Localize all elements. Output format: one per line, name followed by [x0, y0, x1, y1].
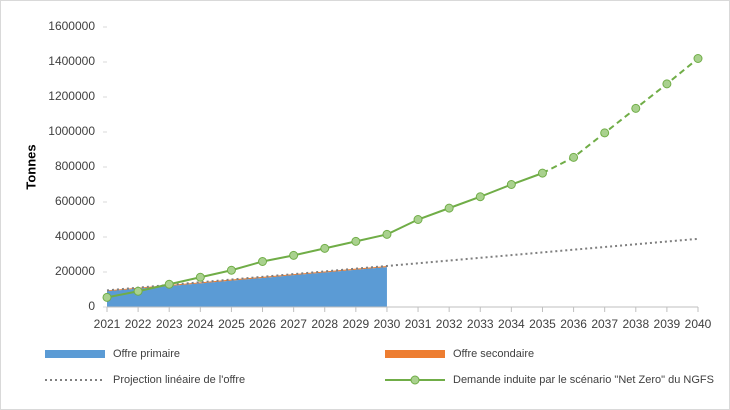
marker	[662, 79, 672, 89]
marker	[569, 152, 579, 162]
legend-marker	[410, 375, 420, 385]
marker	[289, 250, 299, 260]
x-tick-label: 2023	[156, 317, 183, 331]
legend-swatch	[385, 350, 445, 358]
marker	[693, 54, 703, 63]
x-tick-label: 2037	[591, 317, 618, 331]
x-tick-label: 2039	[654, 317, 681, 331]
marker	[102, 292, 112, 302]
marker	[258, 257, 268, 266]
x-tick-label: 2027	[280, 317, 307, 331]
line-dashed	[542, 57, 699, 175]
x-tick-label: 2038	[622, 317, 649, 331]
x-tick-label: 2025	[218, 317, 245, 331]
legend-label: Projection linéaire de l'offre	[113, 374, 245, 386]
x-tick-label: 2024	[187, 317, 214, 331]
y-tick-label: 1400000	[48, 54, 95, 68]
y-tick-label: 0	[88, 299, 95, 313]
legend-label: Demande induite par le scénario "Net Zer…	[453, 374, 714, 386]
marker	[164, 279, 174, 289]
marker	[475, 192, 485, 202]
marker	[506, 180, 516, 189]
y-tick-label: 1200000	[48, 89, 95, 103]
marker	[226, 265, 236, 275]
marker	[600, 128, 610, 138]
y-tick-label: 400000	[55, 229, 95, 243]
x-tick-label: 2022	[125, 317, 152, 331]
marker	[382, 229, 392, 239]
legend-label: Offre primaire	[113, 348, 180, 360]
x-tick-label: 2033	[467, 317, 494, 331]
legend-swatch	[45, 350, 105, 358]
y-tick-label: 1000000	[48, 124, 95, 138]
marker	[195, 272, 205, 282]
area	[107, 267, 387, 307]
marker	[631, 103, 641, 113]
marker	[444, 203, 454, 213]
marker	[351, 236, 361, 246]
x-tick-label: 2040	[685, 317, 712, 331]
y-axis-label: Tonnes	[23, 144, 38, 189]
x-tick-label: 2029	[342, 317, 369, 331]
y-tick-label: 1600000	[48, 19, 95, 33]
x-tick-label: 2030	[374, 317, 401, 331]
legend-label: Offre secondaire	[453, 348, 534, 360]
marker	[413, 215, 423, 224]
y-tick-label: 600000	[55, 194, 95, 208]
line	[106, 237, 699, 292]
y-tick-label: 200000	[55, 264, 95, 278]
x-tick-label: 2034	[498, 317, 525, 331]
x-tick-label: 2031	[405, 317, 432, 331]
marker	[320, 243, 330, 253]
lines	[102, 54, 703, 302]
marker	[537, 168, 547, 178]
x-tick-label: 2032	[436, 317, 463, 331]
marker	[133, 286, 143, 296]
legend: Offre primaire Offre secondaire Projection…	[45, 348, 714, 386]
x-tick-label: 2036	[560, 317, 587, 331]
x-tick-label: 2035	[529, 317, 556, 331]
x-tick-label: 2021	[94, 317, 121, 331]
x-tick-label: 2028	[311, 317, 338, 331]
x-tick-label: 2026	[249, 317, 276, 331]
y-tick-label: 800000	[55, 159, 95, 173]
